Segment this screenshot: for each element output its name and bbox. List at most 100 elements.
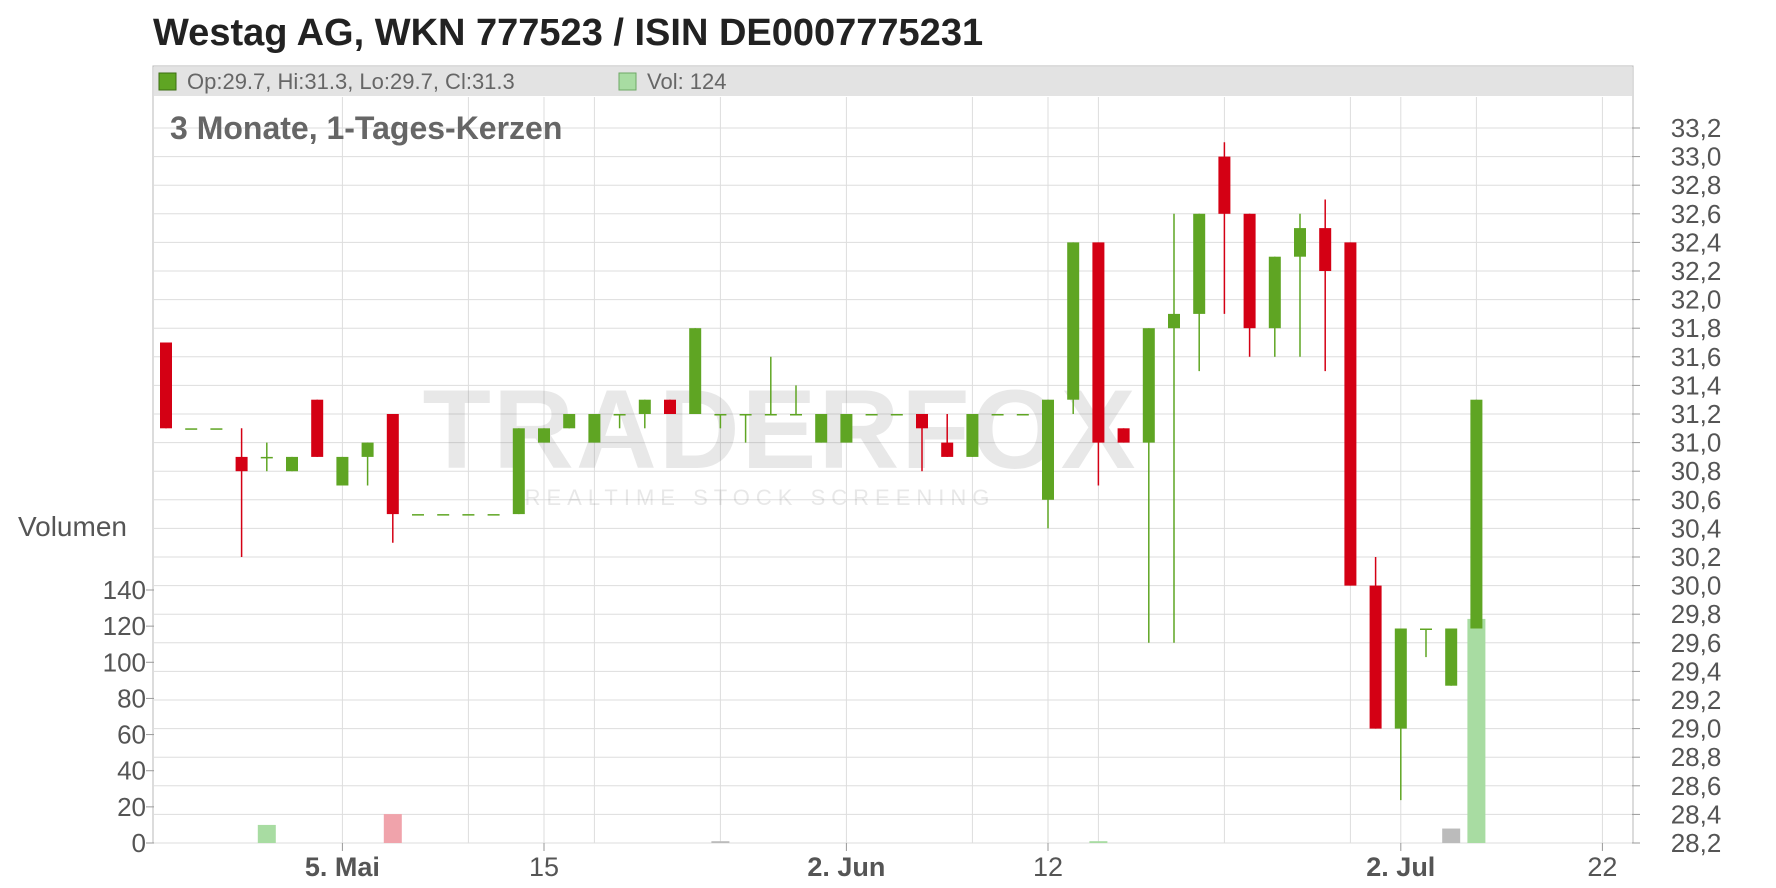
grid xyxy=(154,97,1632,844)
chart-subtitle: 3 Monate, 1-Tages-Kerzen xyxy=(170,110,562,146)
x-tick-label: 2. Jul xyxy=(1366,852,1435,882)
watermark-tagline: REALTIME STOCK SCREENING xyxy=(525,485,996,510)
price-tick-label: 31,8 xyxy=(1671,313,1722,343)
ohlc-legend-icon xyxy=(158,72,177,91)
candle-body xyxy=(638,399,651,414)
price-tick-label: 29,8 xyxy=(1671,599,1722,629)
candle-body xyxy=(160,342,172,429)
candle-body xyxy=(1042,399,1054,500)
price-tick-label: 32,6 xyxy=(1671,199,1722,229)
watermark: TRADERFOX REALTIME STOCK SCREENING xyxy=(423,367,1138,510)
x-tick-label: 15 xyxy=(529,852,559,882)
price-tick-label: 30,8 xyxy=(1671,456,1722,486)
price-axis: 33,233,032,832,632,432,232,031,831,631,4… xyxy=(1632,113,1721,858)
candle-body xyxy=(512,428,525,515)
candle-body xyxy=(210,428,223,430)
candle-body xyxy=(1394,628,1407,729)
price-tick-label: 29,2 xyxy=(1671,685,1722,715)
candle-body xyxy=(462,514,475,516)
price-tick-label: 32,8 xyxy=(1671,170,1722,200)
price-tick-label: 31,0 xyxy=(1671,428,1722,458)
candle-body xyxy=(1268,256,1281,329)
volume-tick-label: 40 xyxy=(117,756,146,786)
price-tick-label: 29,4 xyxy=(1671,656,1722,686)
candle-body xyxy=(1218,156,1231,214)
price-tick-label: 30,6 xyxy=(1671,485,1722,515)
vol-label: Vol: 124 xyxy=(647,69,727,94)
candle-body xyxy=(437,514,450,516)
price-tick-label: 28,4 xyxy=(1671,799,1722,829)
candle-body xyxy=(588,414,601,443)
candle-body xyxy=(916,414,928,429)
volume-bar xyxy=(1467,618,1486,843)
price-tick-label: 29,0 xyxy=(1671,714,1722,744)
candle-body xyxy=(412,514,424,516)
candle-body xyxy=(1319,228,1332,271)
candle-body xyxy=(1067,242,1080,400)
candle-body xyxy=(185,428,198,430)
candle-body xyxy=(1344,242,1357,586)
candle-body xyxy=(790,414,802,416)
header-band xyxy=(154,67,1632,96)
candle-body xyxy=(966,414,979,457)
candles xyxy=(160,142,1483,801)
candle-body xyxy=(1168,313,1180,329)
x-tick-label: 2. Jun xyxy=(807,852,885,882)
price-tick-label: 28,6 xyxy=(1671,771,1722,801)
volume-axis-title: Volumen xyxy=(18,511,127,542)
candle-body xyxy=(235,456,248,472)
candle-body xyxy=(311,399,324,457)
volume-legend-icon xyxy=(618,72,637,91)
candle-body xyxy=(563,414,576,429)
price-tick-label: 30,4 xyxy=(1671,513,1722,543)
volume-tick-label: 120 xyxy=(103,611,146,641)
candle-body xyxy=(1470,399,1483,629)
x-axis: 5. Mai 15 2. Jun 12 2. Jul 22 xyxy=(305,843,1617,882)
candle-body xyxy=(815,414,828,443)
price-tick-label: 32,4 xyxy=(1671,227,1722,257)
candle-body xyxy=(386,414,399,515)
candle-body xyxy=(714,414,727,416)
candle-body xyxy=(664,399,676,414)
candle-body xyxy=(1445,628,1458,686)
candle-body xyxy=(336,456,349,486)
volume-axis: 140 120 100 80 60 40 20 0 xyxy=(103,575,154,858)
volume-tick-label: 80 xyxy=(117,683,146,713)
candle-body xyxy=(1420,628,1432,630)
candle-body xyxy=(1369,585,1382,729)
volume-tick-label: 20 xyxy=(117,792,146,822)
candle-body xyxy=(361,442,374,457)
volume-tick-label: 0 xyxy=(132,828,146,858)
candle-body xyxy=(1193,213,1206,314)
price-tick-label: 28,2 xyxy=(1671,828,1722,858)
x-tick-label: 5. Mai xyxy=(305,852,380,882)
price-tick-label: 30,2 xyxy=(1671,542,1722,572)
price-tick-label: 28,8 xyxy=(1671,742,1722,772)
x-tick-label: 22 xyxy=(1587,852,1617,882)
candle-body xyxy=(1016,414,1029,416)
volume-bar xyxy=(257,824,276,843)
watermark-brand: TRADERFOX xyxy=(423,367,1138,492)
candle-body xyxy=(260,456,273,459)
volume-bar xyxy=(383,814,402,843)
price-tick-label: 32,0 xyxy=(1671,285,1722,315)
volume-bar xyxy=(1442,828,1461,843)
volume-tick-label: 60 xyxy=(117,720,146,750)
candle-body xyxy=(286,456,298,472)
plot-frame xyxy=(152,65,1634,844)
volume-tick-label: 140 xyxy=(103,575,146,605)
candle-body xyxy=(865,414,878,416)
candle-body xyxy=(538,428,550,443)
price-tick-label: 33,0 xyxy=(1671,142,1722,172)
price-tick-label: 31,2 xyxy=(1671,399,1722,429)
candle-body xyxy=(1117,428,1130,443)
chart-title: Westag AG, WKN 777523 / ISIN DE000777523… xyxy=(153,12,984,54)
volume-bars xyxy=(257,618,1486,843)
candle-body xyxy=(1294,228,1306,257)
price-tick-label: 29,6 xyxy=(1671,628,1722,658)
candle-body xyxy=(1092,242,1105,443)
candle-body xyxy=(1142,328,1155,443)
volume-bar xyxy=(711,841,730,843)
candle-body xyxy=(840,414,853,443)
